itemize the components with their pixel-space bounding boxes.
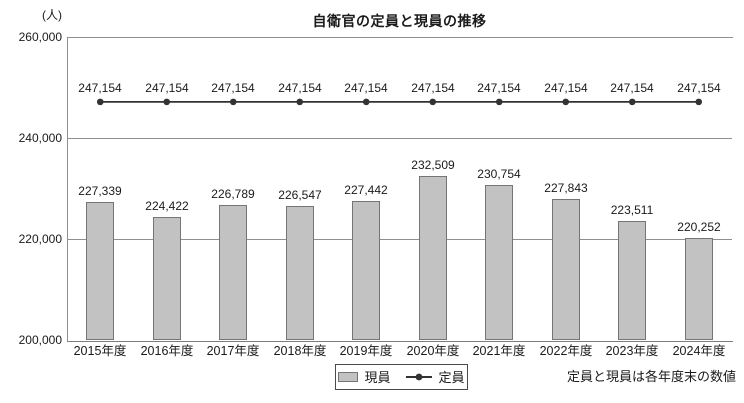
gridline bbox=[67, 239, 732, 240]
line-value-label: 247,154 bbox=[477, 81, 521, 95]
bar-2015年度 bbox=[86, 202, 114, 340]
x-axis-tick-label: 2022年度 bbox=[539, 344, 593, 358]
bar-2019年度 bbox=[352, 201, 380, 340]
y-axis-tick-label: 200,000 bbox=[18, 333, 62, 347]
bar-2018年度 bbox=[286, 206, 314, 340]
bar-value-label: 224,422 bbox=[145, 199, 189, 213]
bar-value-label: 226,547 bbox=[278, 188, 322, 202]
line-value-label: 247,154 bbox=[278, 81, 322, 95]
bar-value-label: 227,442 bbox=[344, 183, 388, 197]
legend: 現員 定員 bbox=[335, 364, 468, 390]
line-value-label: 247,154 bbox=[145, 81, 189, 95]
legend-label-authorized: 定員 bbox=[438, 369, 465, 385]
line-value-label: 247,154 bbox=[411, 81, 455, 95]
bar-value-label: 230,754 bbox=[477, 167, 521, 181]
bar-2021年度 bbox=[485, 185, 513, 340]
line-value-label: 247,154 bbox=[78, 81, 122, 95]
x-axis-tick-label: 2017年度 bbox=[206, 344, 260, 358]
x-axis-tick-label: 2021年度 bbox=[472, 344, 526, 358]
y-axis-unit-label: (人) bbox=[42, 8, 62, 22]
x-axis-tick-label: 2023年度 bbox=[605, 344, 659, 358]
bar-value-label: 232,509 bbox=[411, 158, 455, 172]
x-axis-tick-label: 2019年度 bbox=[339, 344, 393, 358]
x-axis-tick-label: 2015年度 bbox=[73, 344, 127, 358]
bar-2023年度 bbox=[618, 221, 646, 340]
y-axis-tick-label: 240,000 bbox=[18, 131, 62, 145]
chart-title: 自衛官の定員と現員の推移 bbox=[312, 13, 487, 29]
line-value-label: 247,154 bbox=[677, 81, 721, 95]
bar-2017年度 bbox=[219, 205, 247, 340]
x-axis-tick-label: 2016年度 bbox=[140, 344, 194, 358]
bar-value-label: 223,511 bbox=[610, 203, 654, 217]
line-value-label: 247,154 bbox=[610, 81, 654, 95]
legend-bar-swatch-icon bbox=[338, 372, 359, 382]
y-axis-tick-label: 260,000 bbox=[18, 30, 62, 44]
y-axis-tick-label: 220,000 bbox=[18, 232, 62, 246]
x-axis-tick-label: 2024年度 bbox=[672, 344, 726, 358]
bar-2016年度 bbox=[153, 217, 181, 340]
line-value-label: 247,154 bbox=[211, 81, 255, 95]
legend-line-marker-icon bbox=[405, 373, 432, 381]
gridline bbox=[67, 138, 732, 139]
bar-value-label: 227,843 bbox=[544, 181, 588, 195]
legend-label-actual: 現員 bbox=[364, 369, 391, 385]
line-value-label: 247,154 bbox=[344, 81, 388, 95]
bar-2022年度 bbox=[552, 199, 580, 340]
bar-2024年度 bbox=[685, 238, 713, 340]
x-axis-tick-label: 2018年度 bbox=[273, 344, 327, 358]
bar-value-label: 220,252 bbox=[677, 220, 721, 234]
footnote: 定員と現員は各年度末の数値 bbox=[566, 369, 736, 384]
line-value-label: 247,154 bbox=[544, 81, 588, 95]
bar-value-label: 227,339 bbox=[78, 184, 122, 198]
bar-2020年度 bbox=[419, 176, 447, 340]
x-axis-tick-label: 2020年度 bbox=[406, 344, 460, 358]
bar-value-label: 226,789 bbox=[211, 187, 255, 201]
